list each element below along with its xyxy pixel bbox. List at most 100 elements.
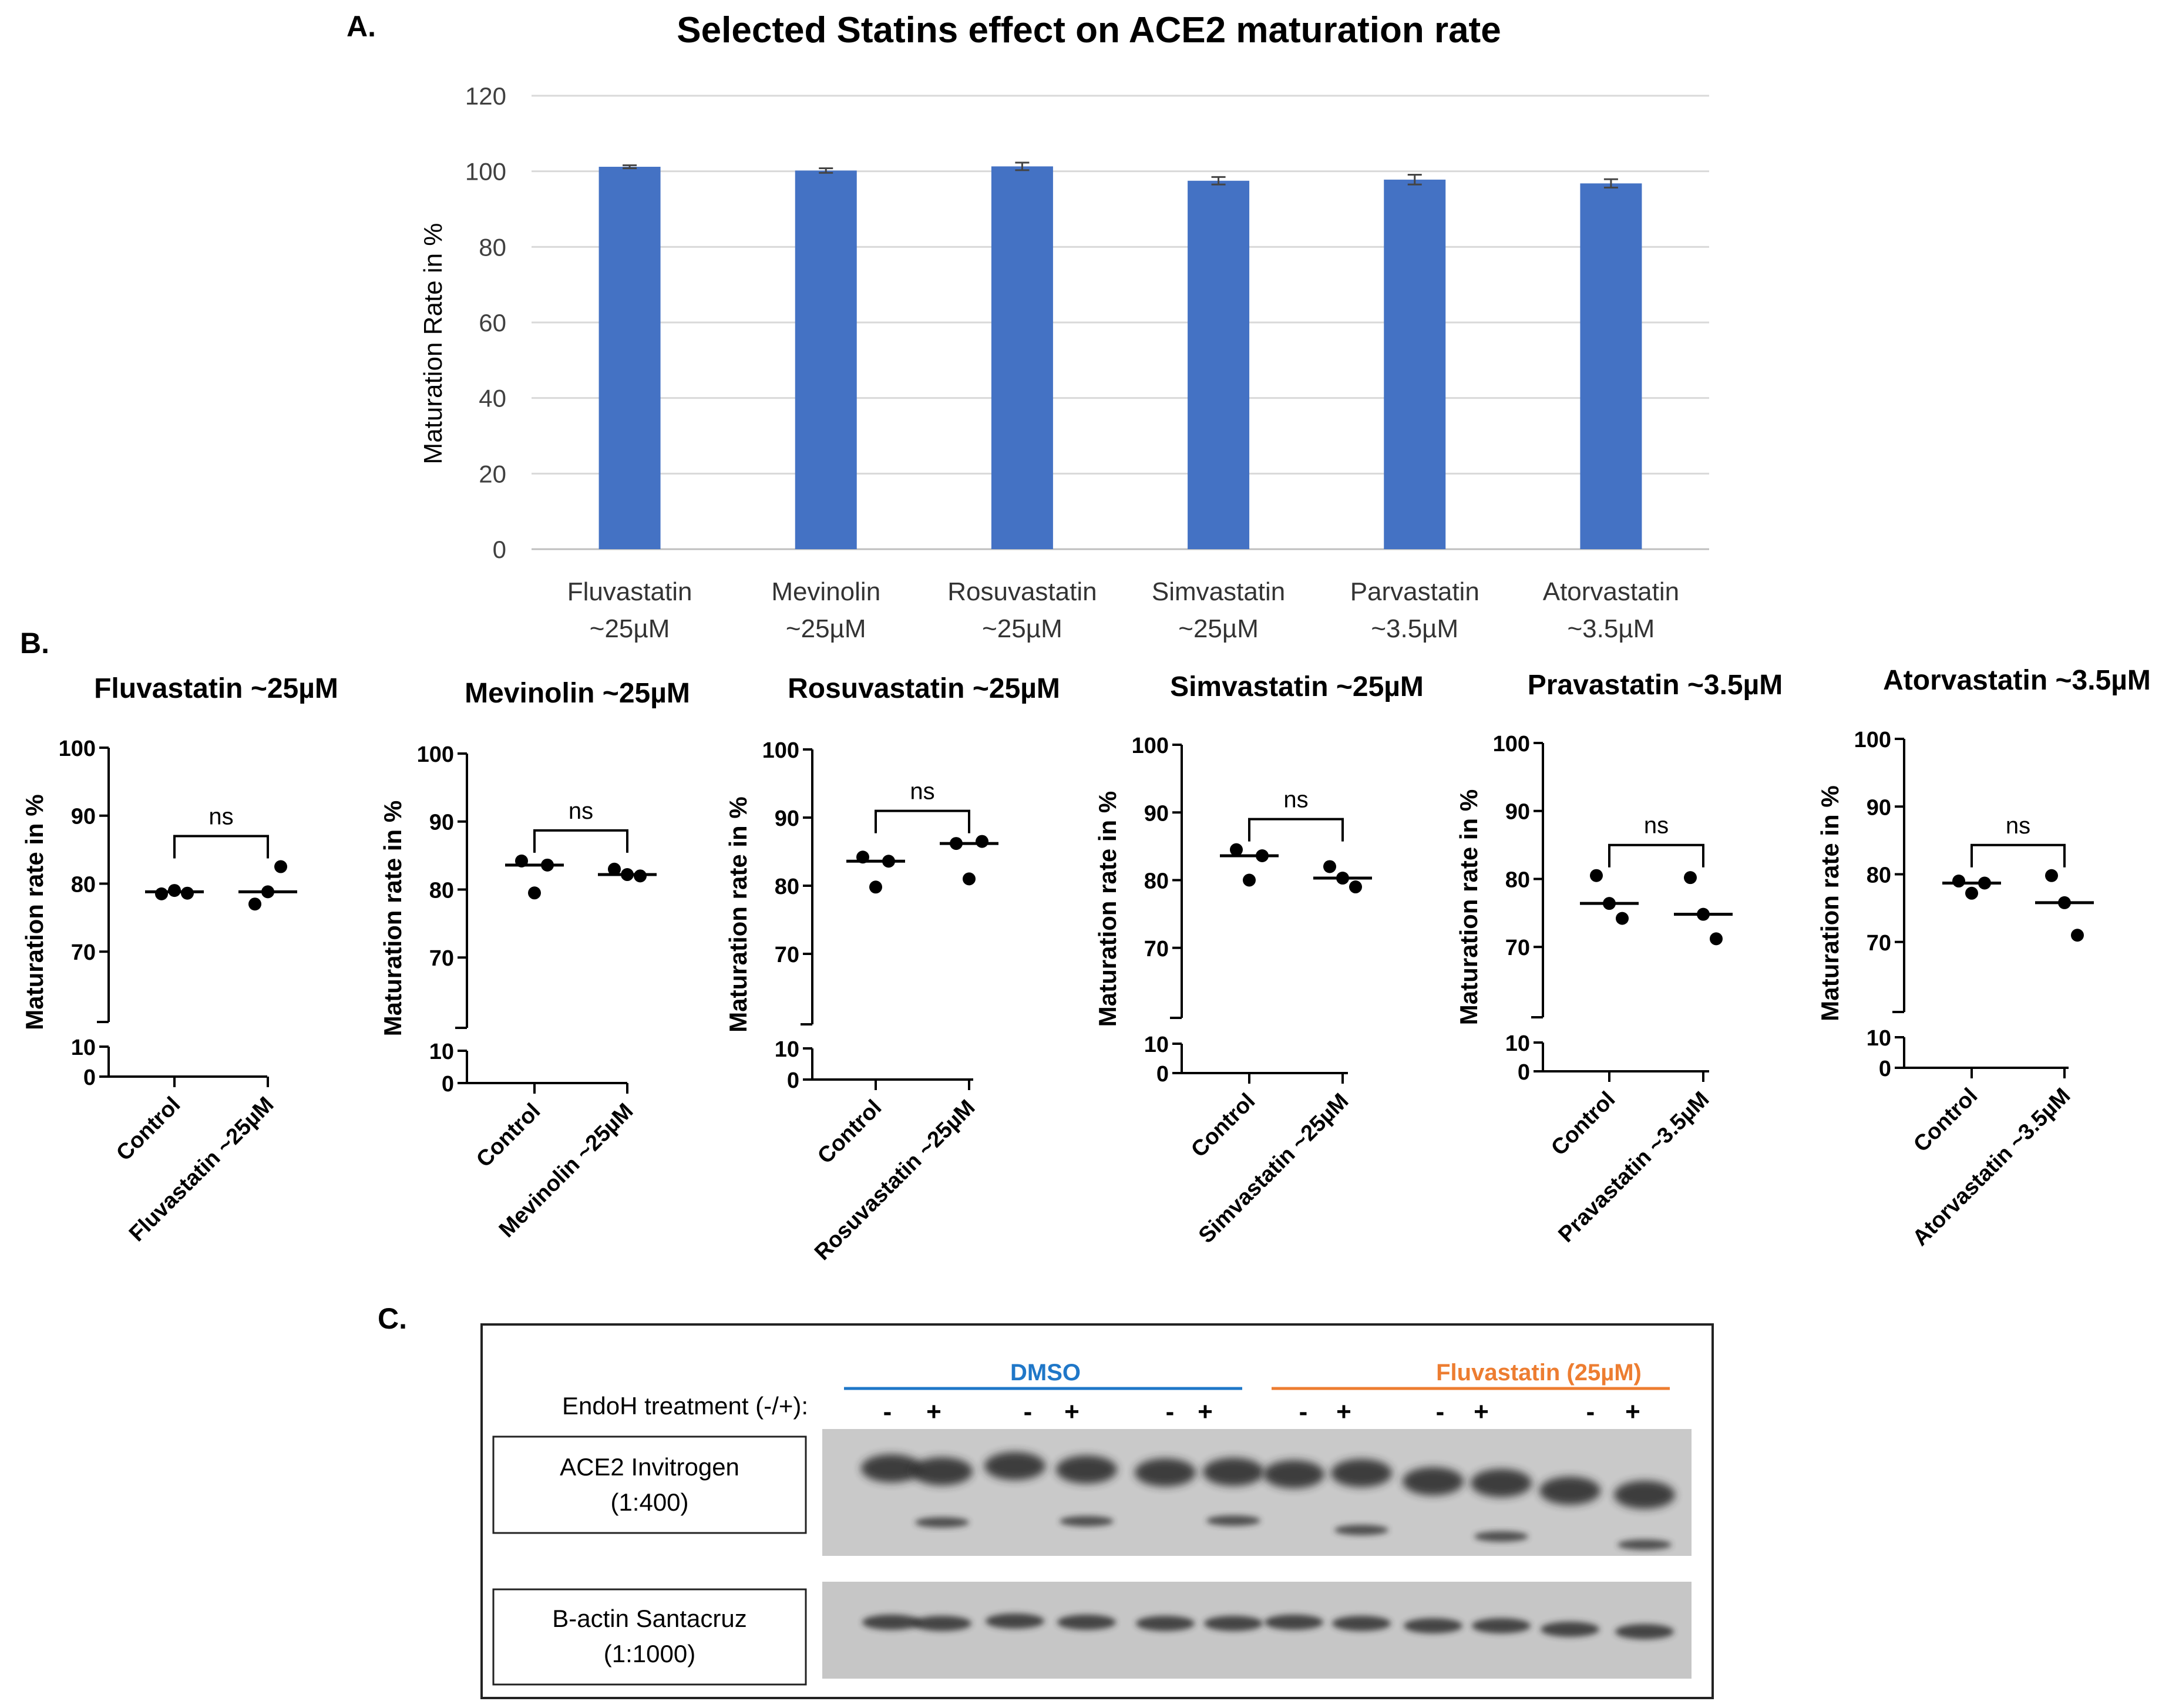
panel-b-plots: Fluvastatin ~25µM Maturation rate in % 70 8… bbox=[21, 665, 2151, 1265]
dot-plot-2: Mevinolin ~25µM Maturation rate in % 70 80 9… bbox=[379, 678, 690, 1242]
band-ace2-mature bbox=[984, 1452, 1045, 1480]
y-tick-label: 10 bbox=[1144, 1033, 1169, 1057]
dot-plot-6: Atorvastatin ~3.5µM Maturation rate in % 7… bbox=[1816, 665, 2151, 1251]
bar bbox=[1580, 183, 1642, 550]
lane-sign: + bbox=[926, 1397, 941, 1426]
plot-title: Rosuvastatin ~25µM bbox=[788, 673, 1060, 704]
row-label-box-ace2 bbox=[492, 1435, 807, 1534]
band-ace2-mature bbox=[1471, 1469, 1532, 1497]
blot-frame bbox=[480, 1323, 1714, 1699]
lane-sign: + bbox=[1625, 1397, 1640, 1426]
blot-bands bbox=[861, 1452, 1675, 1639]
x-tick-label: Fluvastatin bbox=[567, 577, 692, 606]
plot-ylabel: Maturation rate in % bbox=[1094, 791, 1121, 1027]
band-ace2-deglycosylated bbox=[1060, 1516, 1114, 1527]
y-tick-label: 100 bbox=[59, 737, 96, 761]
y-tick-label: 90 bbox=[429, 811, 454, 835]
plot-ylabel: Maturation rate in % bbox=[724, 796, 752, 1032]
band-ace2-mature bbox=[1056, 1455, 1117, 1484]
data-point bbox=[1616, 912, 1629, 925]
dot-plot-5: Pravastatin ~3.5µM Maturation rate in % 70… bbox=[1455, 670, 1783, 1248]
band-ace2-mature bbox=[1614, 1481, 1675, 1509]
panel-b-label: B. bbox=[20, 627, 49, 660]
band-ace2-mature bbox=[1331, 1459, 1392, 1487]
bar bbox=[598, 166, 661, 549]
significance-label: ns bbox=[1644, 813, 1669, 839]
y-tick-label: 80 bbox=[429, 878, 454, 903]
group-label-fluvastatin: Fluvastatin (25µM) bbox=[1436, 1360, 1642, 1386]
data-point bbox=[1965, 886, 1978, 900]
y-tick-label: 0 bbox=[442, 1072, 454, 1097]
significance-label: ns bbox=[209, 804, 233, 830]
x-tick-label: Simvastatin bbox=[1152, 577, 1285, 606]
band-ace2-mature bbox=[861, 1454, 922, 1482]
y-tick-label: 0 bbox=[1156, 1062, 1169, 1087]
chart-a-title: Selected Statins effect on ACE2 maturati… bbox=[677, 10, 1501, 51]
y-tick-label: 40 bbox=[479, 385, 506, 412]
y-tick-label: 20 bbox=[479, 460, 506, 487]
y-tick-label: 70 bbox=[1505, 936, 1530, 960]
band-ace2-deglycosylated bbox=[1474, 1531, 1528, 1542]
chart-a-ylabel: Maturation Rate in % bbox=[419, 223, 448, 465]
y-tick-label: 90 bbox=[71, 805, 96, 829]
significance-bracket bbox=[1970, 843, 2066, 868]
data-point bbox=[963, 872, 976, 886]
band-bactin bbox=[1541, 1622, 1599, 1637]
lane-sign: + bbox=[1336, 1397, 1351, 1426]
data-point bbox=[1323, 860, 1336, 873]
endoh-label: EndoH treatment (-/+): bbox=[562, 1392, 808, 1420]
y-tick-label: 90 bbox=[1144, 801, 1169, 826]
band-bactin bbox=[1472, 1618, 1531, 1633]
band-ace2-mature bbox=[1263, 1460, 1324, 1488]
y-tick-label: 100 bbox=[762, 738, 799, 763]
data-point bbox=[1952, 875, 1965, 888]
y-tick-label: 10 bbox=[775, 1037, 799, 1062]
x-tick-label: Rosuvastatin bbox=[947, 577, 1097, 606]
x-tick-label: Control bbox=[112, 1092, 185, 1166]
band-ace2-mature bbox=[912, 1457, 973, 1485]
y-tick-label: 0 bbox=[493, 536, 506, 563]
lane-sign: + bbox=[1064, 1397, 1080, 1426]
significance-label: ns bbox=[1283, 787, 1308, 813]
lane-sign: + bbox=[1198, 1397, 1213, 1426]
bar bbox=[1188, 180, 1250, 549]
band-bactin bbox=[1332, 1616, 1391, 1631]
data-point bbox=[2071, 929, 2084, 942]
row-bactin-antibody: B-actin Santacruz bbox=[552, 1605, 747, 1632]
band-bactin bbox=[1265, 1615, 1323, 1630]
band-bactin bbox=[1136, 1616, 1195, 1631]
data-point bbox=[1684, 871, 1697, 885]
band-bactin bbox=[1404, 1618, 1462, 1633]
y-tick-label: 120 bbox=[465, 82, 506, 110]
x-tick-label: ~3.5µM bbox=[1371, 614, 1458, 643]
x-tick-label: Control bbox=[1186, 1089, 1260, 1162]
y-tick-label: 80 bbox=[1505, 868, 1530, 892]
row-bactin-dilution: (1:1000) bbox=[604, 1640, 695, 1667]
plot-title: Simvastatin ~25µM bbox=[1170, 671, 1424, 702]
y-tick-label: 80 bbox=[775, 875, 799, 899]
data-point bbox=[1243, 873, 1256, 887]
y-tick-label: 0 bbox=[1518, 1060, 1530, 1085]
band-ace2-deglycosylated bbox=[915, 1517, 969, 1528]
significance-label: ns bbox=[569, 798, 593, 824]
panel-b: B. Fluvastatin ~25µM Maturation rate in %… bbox=[20, 627, 2151, 1265]
lane-sign: - bbox=[883, 1397, 892, 1426]
data-point bbox=[1349, 880, 1362, 894]
plot-title: Fluvastatin ~25µM bbox=[94, 673, 338, 704]
x-tick-label: Parvastatin bbox=[1350, 577, 1479, 606]
band-ace2-deglycosylated bbox=[1206, 1515, 1260, 1526]
y-tick-label: 100 bbox=[1854, 728, 1891, 752]
y-tick-label: 100 bbox=[1493, 732, 1530, 757]
bar bbox=[795, 170, 857, 549]
data-point bbox=[248, 897, 261, 911]
plot-title: Mevinolin ~25µM bbox=[465, 678, 690, 709]
band-bactin bbox=[986, 1613, 1044, 1629]
y-tick-label: 90 bbox=[1867, 795, 1891, 820]
lane-sign: - bbox=[1166, 1397, 1175, 1426]
x-tick-label: ~25µM bbox=[982, 614, 1062, 643]
data-point bbox=[2045, 869, 2058, 882]
dot-plot-1: Fluvastatin ~25µM Maturation rate in % 70 8… bbox=[21, 673, 338, 1246]
y-tick-label: 100 bbox=[1132, 734, 1169, 758]
panel-a-label: A. bbox=[347, 10, 376, 43]
y-tick-label: 80 bbox=[1867, 863, 1891, 888]
